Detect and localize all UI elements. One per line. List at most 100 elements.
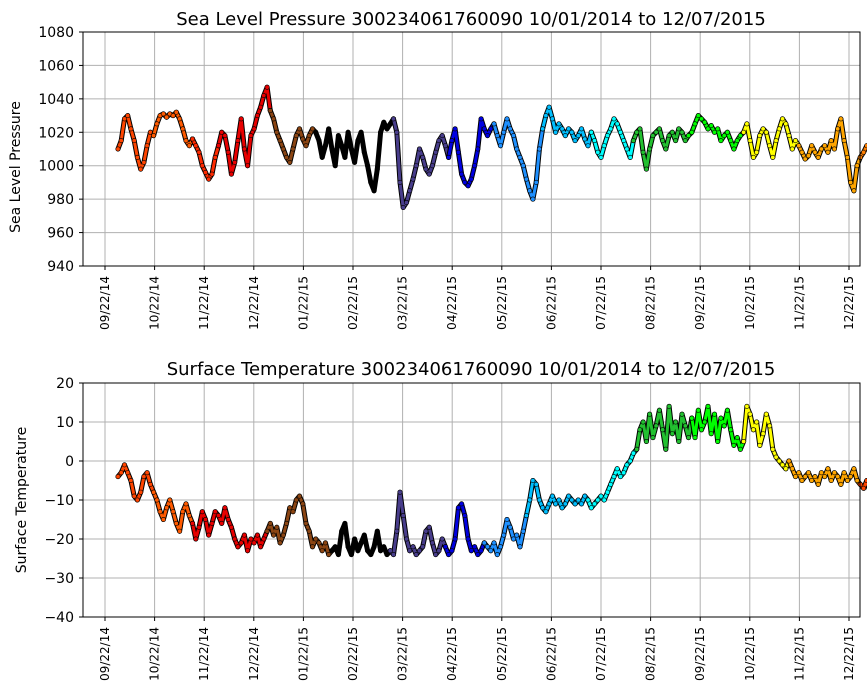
temperature-data-point: [575, 497, 581, 503]
pressure-data-point: [261, 93, 267, 99]
pressure-data-point: [494, 133, 500, 139]
temperature-data-point: [368, 552, 374, 558]
temperature-series-line-5: [388, 490, 447, 557]
temperature-data-point: [582, 493, 588, 499]
pressure-data-point: [546, 104, 552, 110]
pressure-data-point: [692, 121, 698, 127]
temperature-data-point: [608, 481, 614, 487]
pressure-data-point: [403, 200, 409, 206]
pressure-data-point: [413, 163, 419, 169]
pressure-data-point: [131, 138, 137, 144]
pressure-data-point: [342, 154, 348, 160]
temperature-data-point: [416, 548, 422, 554]
temperature-data-point: [611, 474, 617, 480]
temperature-data-point: [705, 403, 711, 409]
pressure-data-point: [361, 149, 367, 155]
pressure-data-point: [734, 138, 740, 144]
pressure-data-point: [329, 146, 335, 152]
temperature-data-point: [692, 435, 698, 441]
temperature-data-point: [300, 501, 306, 507]
temperature-data-point: [792, 474, 798, 480]
temperature-data-point: [180, 509, 186, 515]
temperature-data-point: [122, 462, 128, 468]
temperature-data-point: [365, 548, 371, 554]
pressure-data-point: [815, 154, 821, 160]
temperature-data-point: [303, 520, 309, 526]
temperature-data-point: [216, 513, 222, 519]
temperature-data-point: [222, 505, 228, 511]
pressure-data-point: [779, 116, 785, 122]
pressure-data-point: [254, 113, 260, 119]
temperature-data-point: [556, 497, 562, 503]
pressure-y-ticks: 940 960 980 1000 1020 1040 1060 1080: [38, 25, 83, 275]
temperature-data-point: [283, 520, 289, 526]
pressure-data-point: [750, 154, 756, 160]
pressure-data-point: [679, 129, 685, 135]
pressure-data-point: [355, 138, 361, 144]
pressure-panel: Sea Level Pressure 300234061760090 10/01…: [8, 9, 867, 330]
pressure-chart-title: Sea Level Pressure 300234061760090 10/01…: [176, 9, 766, 30]
pressure-data-point: [799, 149, 805, 155]
pressure-x-tick-label: 09/22/14: [98, 276, 112, 330]
pressure-data-point: [352, 159, 358, 165]
temperature-data-point: [569, 497, 575, 503]
pressure-data-point: [757, 133, 763, 139]
temperature-data-point: [527, 497, 533, 503]
temperature-data-point: [744, 403, 750, 409]
temperature-x-tick-label: 05/22/15: [495, 627, 509, 681]
temperature-data-point: [277, 540, 283, 546]
temperature-data-point: [763, 411, 769, 417]
temperature-data-point: [695, 407, 701, 413]
temperature-data-point: [274, 524, 280, 530]
temperature-data-point: [634, 446, 640, 452]
pressure-data-point: [209, 171, 215, 177]
pressure-data-point: [744, 121, 750, 127]
pressure-data-point: [621, 138, 627, 144]
temperature-data-point: [501, 532, 507, 538]
temperature-data-point: [329, 548, 335, 554]
temperature-data-point: [624, 462, 630, 468]
pressure-x-tick-label: 12/22/14: [247, 276, 261, 330]
pressure-data-point: [851, 188, 857, 194]
pressure-data-point: [468, 176, 474, 182]
pressure-data-point: [180, 126, 186, 132]
temperature-series: [115, 403, 867, 558]
temperature-data-point: [345, 544, 351, 550]
pressure-data-point: [741, 129, 747, 135]
pressure-data-point: [643, 166, 649, 172]
temperature-data-point: [164, 505, 170, 511]
pressure-data-point: [634, 129, 640, 135]
temperature-data-point: [144, 470, 150, 476]
temperature-data-point: [799, 477, 805, 483]
temperature-data-point: [394, 528, 400, 534]
pressure-data-point: [267, 108, 273, 114]
pressure-data-point: [510, 133, 516, 139]
temperature-y-tick-label: −10: [44, 493, 74, 509]
pressure-data-point: [578, 126, 584, 132]
pressure-data-point: [420, 154, 426, 160]
temperature-data-point: [585, 497, 591, 503]
temperature-data-point: [578, 501, 584, 507]
temperature-x-tick-label: 07/22/15: [594, 627, 608, 681]
pressure-data-point: [429, 163, 435, 169]
pressure-data-point: [462, 179, 468, 185]
pressure-data-point: [478, 116, 484, 122]
pressure-data-point: [206, 176, 212, 182]
temperature-data-point: [212, 509, 218, 515]
pressure-data-point: [170, 113, 176, 119]
temperature-data-point: [536, 497, 542, 503]
temperature-data-point: [446, 552, 452, 558]
pressure-data-point: [222, 133, 228, 139]
pressure-data-point: [796, 143, 802, 149]
temperature-data-point: [760, 431, 766, 437]
temperature-data-point: [309, 544, 315, 550]
pressure-data-point: [138, 166, 144, 172]
pressure-data-point: [656, 126, 662, 132]
pressure-data-point: [737, 133, 743, 139]
pressure-data-point: [786, 133, 792, 139]
temperature-data-point: [831, 470, 837, 476]
pressure-data-point: [770, 154, 776, 160]
temperature-data-point: [115, 474, 121, 480]
temperature-data-point: [754, 419, 760, 425]
